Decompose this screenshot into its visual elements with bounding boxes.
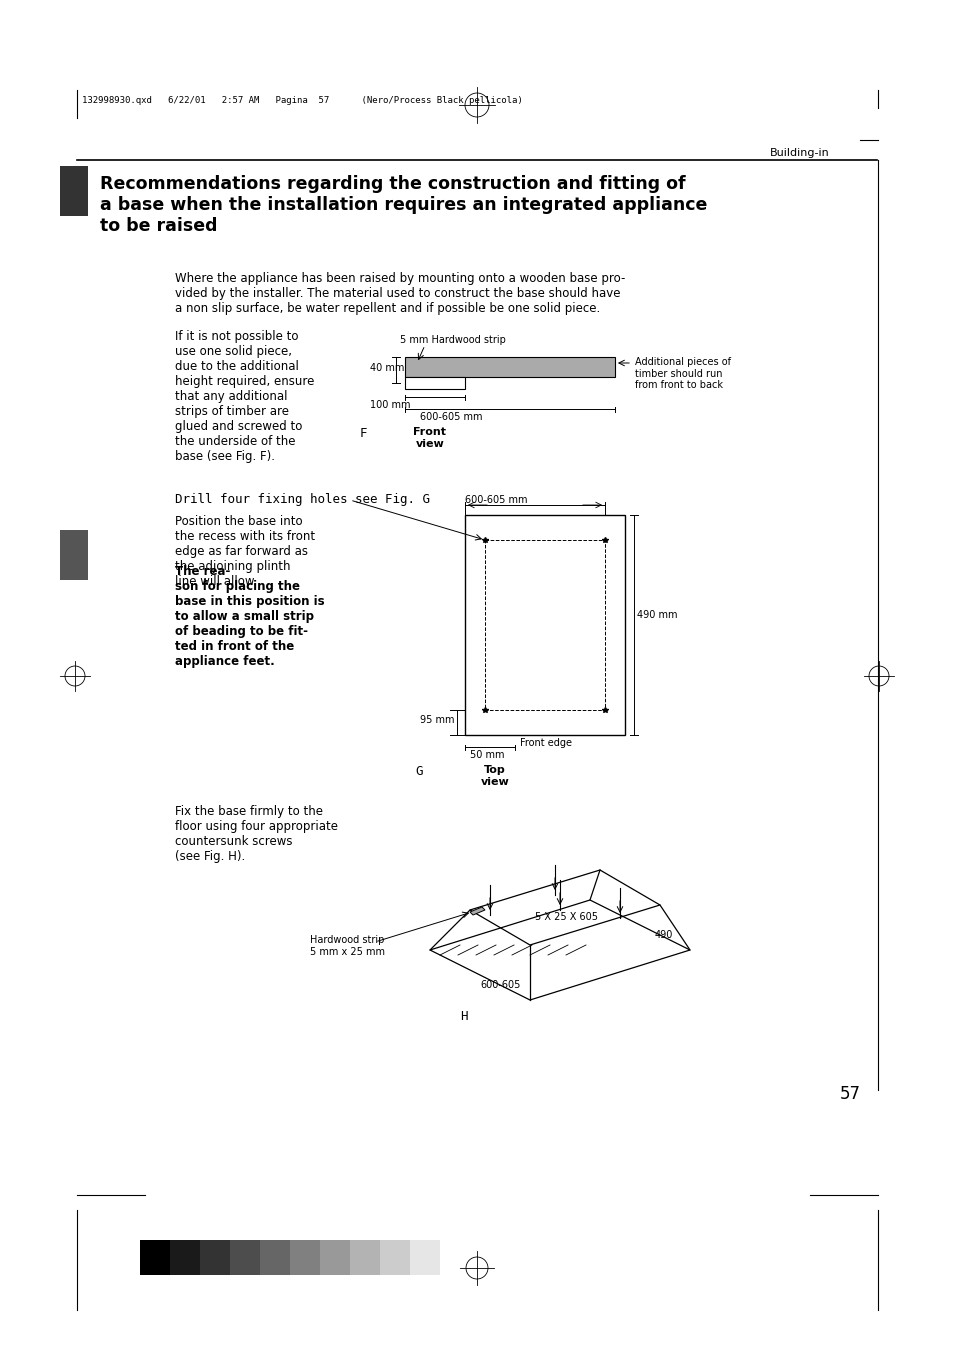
Text: Additional pieces of
timber should run
from front to back: Additional pieces of timber should run f… [635, 357, 730, 390]
Text: 50 mm: 50 mm [470, 750, 504, 761]
Text: Fix the base firmly to the
floor using four appropriate
countersunk screws
(see : Fix the base firmly to the floor using f… [174, 805, 337, 863]
Text: 490 mm: 490 mm [637, 611, 677, 620]
Bar [260, 1240, 290, 1275]
Text: 5 X 25 X 605: 5 X 25 X 605 [535, 912, 598, 921]
Text: 100 mm: 100 mm [370, 400, 410, 409]
Text: The rea-
son for placing the
base in this position is
to allow a small strip
of : The rea- son for placing the base in thi… [174, 565, 324, 667]
Bar [484, 540, 604, 711]
Polygon shape [470, 907, 484, 915]
Bar [170, 1240, 200, 1275]
Text: G: G [415, 765, 422, 778]
Bar [319, 1240, 350, 1275]
Bar [405, 357, 615, 377]
Text: 600-605: 600-605 [479, 979, 519, 990]
Bar [200, 1240, 230, 1275]
Text: Position the base into
the recess with its front
edge as far forward as
the adjo: Position the base into the recess with i… [174, 515, 314, 588]
Bar [350, 1240, 379, 1275]
Text: Front
view: Front view [413, 427, 446, 449]
Bar [60, 530, 88, 580]
Bar [464, 515, 624, 735]
Text: Where the appliance has been raised by mounting onto a wooden base pro-
vided by: Where the appliance has been raised by m… [174, 272, 625, 315]
Text: H: H [459, 1011, 467, 1023]
Text: 40 mm: 40 mm [370, 363, 404, 373]
Bar [379, 1240, 410, 1275]
Bar [60, 166, 88, 216]
Text: Building-in: Building-in [769, 149, 829, 158]
Bar [140, 1240, 170, 1275]
Bar [410, 1240, 439, 1275]
Text: 95 mm: 95 mm [419, 715, 454, 725]
Bar [230, 1240, 260, 1275]
Text: F: F [359, 427, 367, 440]
Text: If it is not possible to
use one solid piece,
due to the additional
height requi: If it is not possible to use one solid p… [174, 330, 314, 463]
Text: Recommendations regarding the construction and fitting of
a base when the instal: Recommendations regarding the constructi… [100, 176, 706, 235]
Text: 600-605 mm: 600-605 mm [419, 412, 482, 422]
Text: Hardwood strip
5 mm x 25 mm: Hardwood strip 5 mm x 25 mm [310, 935, 385, 957]
Text: 5 mm Hardwood strip: 5 mm Hardwood strip [399, 335, 505, 345]
Text: 490: 490 [655, 929, 673, 940]
Text: 132998930.qxd   6/22/01   2:57 AM   Pagina  57      (Nero/Process Black pellicol: 132998930.qxd 6/22/01 2:57 AM Pagina 57 … [82, 96, 522, 105]
Bar [290, 1240, 319, 1275]
Bar [405, 377, 464, 389]
Text: Top
view: Top view [480, 765, 509, 786]
Text: Front edge: Front edge [519, 738, 572, 748]
Text: Drill four fixing holes see Fig. G: Drill four fixing holes see Fig. G [174, 493, 430, 507]
Text: 600-605 mm: 600-605 mm [464, 494, 527, 505]
Text: 57: 57 [840, 1085, 861, 1102]
